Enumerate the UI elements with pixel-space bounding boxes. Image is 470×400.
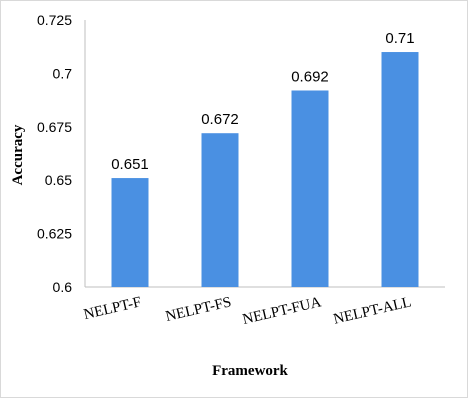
bar [291, 90, 329, 287]
x-tick-label: NELPT-FS [164, 294, 233, 325]
x-tick-labels: NELPT-F NELPT-FS NELPT-FUA NELPT-ALL [82, 294, 413, 328]
x-tick-label: NELPT-FUA [241, 294, 323, 328]
data-label: 0.692 [291, 68, 329, 85]
bars [111, 52, 419, 287]
y-tick-label: 0.7 [53, 65, 73, 81]
x-axis-title: Framework [212, 363, 288, 379]
bar [381, 52, 419, 287]
y-tick-label: 0.6 [53, 279, 73, 295]
bar [201, 133, 239, 287]
y-tick-label: 0.65 [45, 172, 72, 188]
y-tick-label: 0.675 [37, 119, 72, 135]
data-label: 0.672 [201, 111, 239, 128]
data-label: 0.71 [385, 30, 414, 47]
y-axis-title: Accuracy [10, 124, 26, 185]
y-tick-labels: 0.6 0.625 0.65 0.675 0.7 0.725 [37, 12, 72, 295]
value-labels: 0.651 0.672 0.692 0.71 [111, 30, 414, 173]
bar [111, 178, 149, 287]
data-label: 0.651 [111, 156, 149, 173]
y-tick-label: 0.725 [37, 12, 72, 28]
x-tick-label: NELPT-ALL [332, 294, 413, 327]
y-tick-label: 0.625 [37, 226, 72, 242]
x-tick-label: NELPT-F [82, 294, 143, 323]
